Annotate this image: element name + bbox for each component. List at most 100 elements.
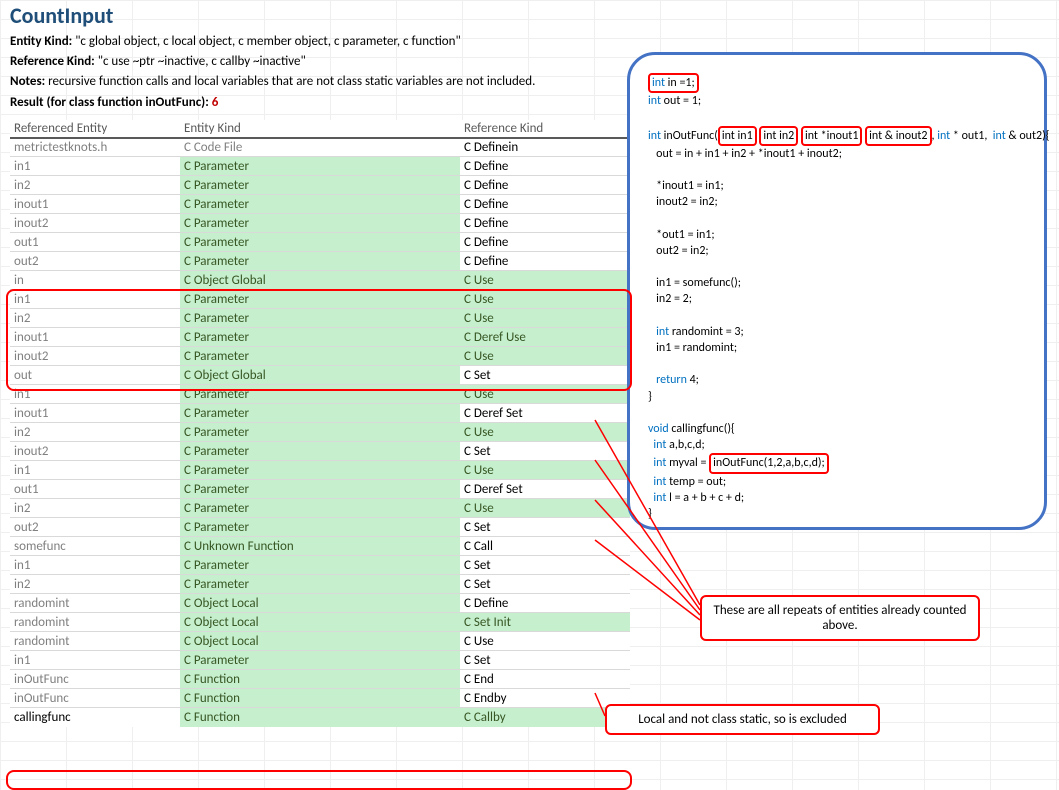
table-row: inout2C ParameterC Use (10, 347, 630, 366)
table-row: in2C ParameterC Use (10, 499, 630, 518)
cell-kind: C Object Local (180, 594, 460, 613)
cell-entity: randomint (10, 613, 180, 632)
cell-kind: C Parameter (180, 214, 460, 233)
cell-ref: C Set (460, 575, 630, 594)
table-row: out1C ParameterC Deref Set (10, 480, 630, 499)
cell-kind: C Parameter (180, 651, 460, 670)
cell-kind: C Parameter (180, 347, 460, 366)
cell-ref: C Use (460, 499, 630, 518)
table-row: inout2C ParameterC Define (10, 214, 630, 233)
cell-kind: C Parameter (180, 328, 460, 347)
table-row: in1C ParameterC Set (10, 651, 630, 670)
table-row: in2C ParameterC Use (10, 309, 630, 328)
table-row: outC Object GlobalC Set (10, 366, 630, 385)
cell-kind: C Object Local (180, 632, 460, 651)
cell-ref: C Define (460, 214, 630, 233)
table-row: in2C ParameterC Set (10, 575, 630, 594)
cell-ref: C Use (460, 461, 630, 480)
cell-kind: C Parameter (180, 233, 460, 252)
table-row: in1C ParameterC Use (10, 461, 630, 480)
cell-entity: out2 (10, 518, 180, 537)
cell-kind: C Parameter (180, 423, 460, 442)
cell-entity: randomint (10, 632, 180, 651)
cell-entity: in2 (10, 499, 180, 518)
cell-entity: inout2 (10, 442, 180, 461)
cell-ref: C Use (460, 423, 630, 442)
meta-entity-kind: Entity Kind: "c global object, c local o… (10, 33, 1049, 51)
cell-kind: C Parameter (180, 176, 460, 195)
table-header-row: Referenced Entity Entity Kind Reference … (10, 120, 630, 138)
cell-ref: C Use (460, 347, 630, 366)
cell-ref: C Define (460, 157, 630, 176)
cell-ref: C Set (460, 518, 630, 537)
cell-entity: inOutFunc (10, 670, 180, 689)
cell-ref: C Set (460, 651, 630, 670)
cell-ref: C Set Init (460, 613, 630, 632)
cell-entity: inout1 (10, 404, 180, 423)
table-row: out2C ParameterC Set (10, 518, 630, 537)
cell-kind: C Parameter (180, 499, 460, 518)
cell-entity: inout2 (10, 214, 180, 233)
cell-ref: C Define (460, 252, 630, 271)
cell-kind: C Parameter (180, 461, 460, 480)
cell-entity: in1 (10, 461, 180, 480)
cell-ref: C Call (460, 537, 630, 556)
cell-kind: C Object Global (180, 366, 460, 385)
cell-entity: metrictestknots.h (10, 138, 180, 157)
cell-entity: in2 (10, 176, 180, 195)
cell-entity: randomint (10, 594, 180, 613)
cell-entity: in1 (10, 385, 180, 404)
callout-excluded: Local and not class static, so is exclud… (605, 704, 880, 735)
cell-ref: C Deref Set (460, 480, 630, 499)
cell-ref: C Definein (460, 138, 630, 157)
cell-kind: C Parameter (180, 290, 460, 309)
cell-entity: out (10, 366, 180, 385)
cell-kind: C Object Global (180, 271, 460, 290)
cell-ref: C Set (460, 366, 630, 385)
reference-table: Referenced Entity Entity Kind Reference … (10, 120, 630, 727)
cell-entity: in2 (10, 309, 180, 328)
cell-entity: callingfunc (10, 708, 180, 727)
table-row: out1C ParameterC Define (10, 233, 630, 252)
table-row: inout1C ParameterC Deref Use (10, 328, 630, 347)
table-row: randomintC Object LocalC Use (10, 632, 630, 651)
col-header-entity: Referenced Entity (10, 120, 180, 138)
cell-kind: C Function (180, 670, 460, 689)
cell-ref: C Use (460, 290, 630, 309)
cell-ref: C Define (460, 594, 630, 613)
code-sample-panel: int in =1; int out = 1; int inOutFunc(in… (627, 52, 1047, 530)
cell-kind: C Parameter (180, 309, 460, 328)
cell-entity: in1 (10, 556, 180, 575)
cell-kind: C Parameter (180, 480, 460, 499)
table-row: inout1C ParameterC Deref Set (10, 404, 630, 423)
cell-ref: C Set (460, 556, 630, 575)
cell-kind: C Parameter (180, 195, 460, 214)
cell-ref: C End (460, 670, 630, 689)
callout-repeats: These are all repeats of entities alread… (700, 595, 980, 641)
cell-entity: in (10, 271, 180, 290)
cell-kind: C Parameter (180, 252, 460, 271)
cell-entity: inOutFunc (10, 689, 180, 708)
table-row: inC Object GlobalC Use (10, 271, 630, 290)
table-row: inOutFuncC FunctionC End (10, 670, 630, 689)
table-row: metrictestknots.hC Code FileC Definein (10, 138, 630, 157)
cell-entity: out1 (10, 233, 180, 252)
table-row: inout2C ParameterC Set (10, 442, 630, 461)
cell-kind: C Parameter (180, 157, 460, 176)
cell-entity: in2 (10, 423, 180, 442)
cell-entity: inout1 (10, 328, 180, 347)
table-row: in1C ParameterC Use (10, 385, 630, 404)
table-row: inOutFuncC FunctionC Endby (10, 689, 630, 708)
table-row: callingfuncC FunctionC Callby (10, 708, 630, 727)
cell-entity: in2 (10, 575, 180, 594)
cell-kind: C Function (180, 689, 460, 708)
cell-entity: in1 (10, 157, 180, 176)
cell-kind: C Parameter (180, 404, 460, 423)
table-row: somefuncC Unknown FunctionC Call (10, 537, 630, 556)
table-row: randomintC Object LocalC Define (10, 594, 630, 613)
cell-kind: C Code File (180, 138, 460, 157)
col-header-kind: Entity Kind (180, 120, 460, 138)
cell-ref: C Deref Set (460, 404, 630, 423)
cell-entity: out1 (10, 480, 180, 499)
cell-ref: C Use (460, 632, 630, 651)
